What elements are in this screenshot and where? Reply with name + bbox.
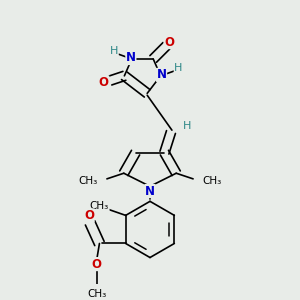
Text: CH₃: CH₃ <box>90 201 109 211</box>
Text: O: O <box>84 209 94 222</box>
Text: H: H <box>183 122 191 131</box>
Text: CH₃: CH₃ <box>87 289 106 299</box>
Text: H: H <box>110 46 118 56</box>
Text: H: H <box>174 63 183 73</box>
Text: CH₃: CH₃ <box>78 176 98 186</box>
Text: O: O <box>92 258 102 271</box>
Text: N: N <box>126 52 136 64</box>
Text: O: O <box>164 36 174 49</box>
Text: CH₃: CH₃ <box>202 176 222 186</box>
Text: N: N <box>157 68 166 81</box>
Text: N: N <box>145 184 155 197</box>
Text: O: O <box>99 76 109 89</box>
